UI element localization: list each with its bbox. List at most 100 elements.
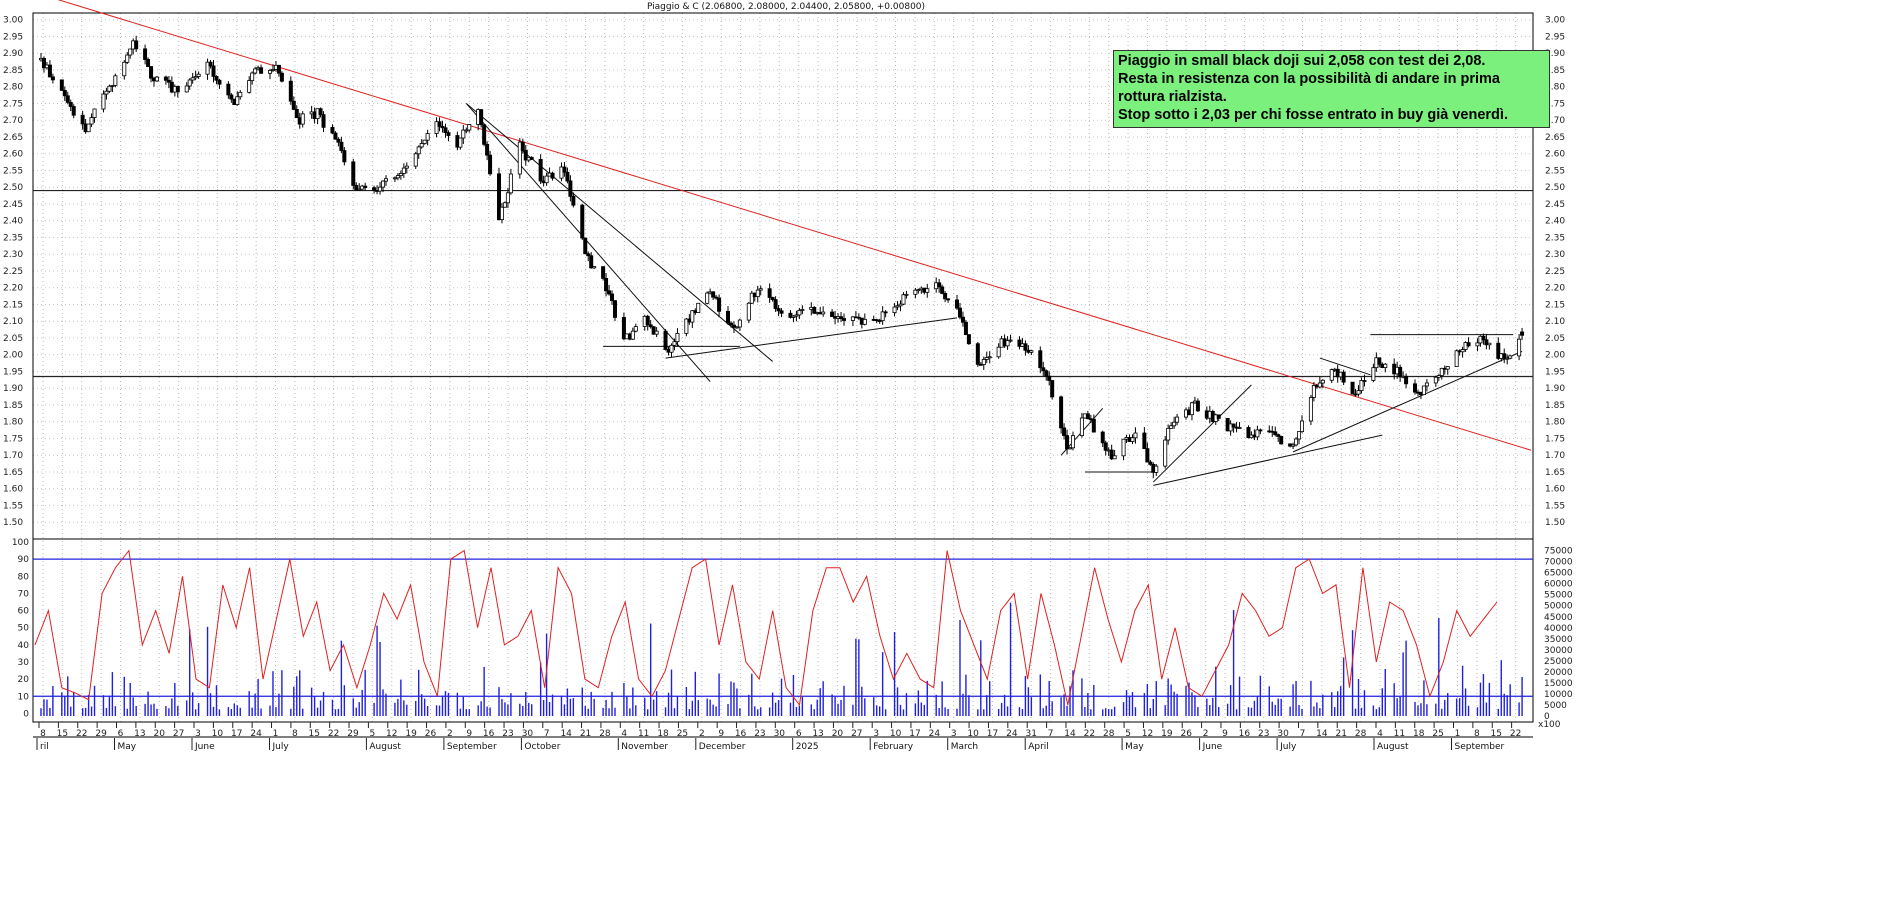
candle-body [523, 150, 528, 161]
y-tick-label-left: 1.70 [3, 451, 23, 461]
candle-body [1294, 438, 1299, 446]
candle-body [226, 83, 231, 96]
candle-body [1189, 402, 1194, 416]
candle-body [149, 66, 154, 79]
candle-body [1377, 357, 1382, 365]
candle-body [1154, 465, 1159, 473]
osc-tick-label: 10 [18, 692, 30, 702]
y-tick-label-right: 2.35 [1545, 233, 1565, 243]
candle-body [381, 180, 386, 188]
candle-body [1121, 438, 1126, 457]
candle-body [59, 79, 64, 91]
candle-body [294, 109, 299, 119]
candle-body [550, 172, 555, 179]
candle-body [1059, 396, 1064, 429]
candle-body [1145, 448, 1150, 463]
candle-body [830, 311, 835, 318]
month-label: June [194, 742, 215, 752]
candle-body [154, 76, 159, 82]
candle-body [190, 77, 195, 81]
x-tick-label: 22 [1084, 729, 1095, 739]
x-tick-label: 30 [522, 729, 534, 739]
plot-frame [32, 12, 1534, 723]
candle-body [957, 307, 962, 318]
candle-body [321, 114, 326, 128]
y-tick-label-right: 2.95 [1545, 32, 1565, 42]
candle-body [508, 173, 513, 194]
candle-body [1085, 413, 1090, 420]
month-label: September [1454, 742, 1504, 752]
month-label: July [1279, 742, 1297, 752]
volume-tick-label: 50000 [1544, 602, 1573, 612]
candle-body [1383, 363, 1388, 368]
candle-body [419, 143, 424, 148]
x-tick-label: 3 [951, 729, 957, 739]
candle-body [163, 76, 168, 81]
y-tick-label-left: 1.75 [3, 434, 23, 444]
y-tick-label-right: 2.05 [1545, 334, 1565, 344]
y-tick-label-left: 2.80 [3, 83, 23, 93]
y-tick-label-right: 1.75 [1545, 434, 1565, 444]
y-tick-label-left: 2.15 [3, 300, 23, 310]
candle-body [443, 127, 448, 133]
candle-body [1297, 431, 1302, 440]
candle-body [1520, 331, 1525, 336]
candle-body [589, 255, 594, 269]
volume-tick-label: 40000 [1544, 624, 1573, 634]
candle-body [1299, 420, 1304, 433]
note-line-2: Resta in resistenza con la possibilità d… [1118, 71, 1500, 87]
candle-body [505, 192, 510, 204]
month-label: 2025 [796, 742, 819, 752]
note-line-3: rottura rialzista. [1118, 89, 1227, 105]
candle-body [425, 133, 430, 141]
candle-body [1166, 427, 1171, 441]
candle-body [675, 332, 680, 343]
candle-body [981, 359, 986, 365]
candle-body [773, 299, 778, 309]
y-tick-label-right: 2.75 [1545, 99, 1565, 109]
osc-tick-label: 90 [18, 555, 30, 565]
x-tick-label: 27 [173, 729, 184, 739]
candle-body [1142, 432, 1147, 449]
candle-body [758, 288, 763, 291]
candle-body [1172, 421, 1177, 427]
candle-body [440, 125, 445, 129]
y-tick-label-right: 2.50 [1545, 183, 1565, 193]
candle-body [92, 108, 97, 118]
volume-tick-label: 10000 [1544, 690, 1573, 700]
y-tick-label-left: 2.45 [3, 200, 23, 210]
x-tick-label: 22 [76, 729, 87, 739]
candle-body [502, 202, 507, 208]
candle-body [458, 137, 463, 148]
x-tick-label: 30 [774, 729, 786, 739]
candle-body [538, 159, 543, 182]
x-tick-label: 22 [1510, 729, 1521, 739]
candle-body [728, 322, 733, 326]
x-tick-label: 14 [1064, 729, 1076, 739]
y-tick-label-left: 2.35 [3, 233, 23, 243]
x-tick-label: 30 [1277, 729, 1289, 739]
y-tick-label-left: 3.00 [3, 16, 23, 26]
x-tick-label: 23 [1258, 729, 1269, 739]
candle-body [1356, 390, 1361, 395]
trendline [1153, 434, 1383, 486]
x-tick-label: 7 [1048, 729, 1054, 739]
x-tick-label: 7 [1300, 729, 1306, 739]
candle-body [125, 54, 130, 63]
volume-tick-label: 55000 [1544, 591, 1573, 601]
candle-body [122, 61, 127, 77]
y-tick-label-right: 1.80 [1545, 418, 1565, 428]
volume-tick-label: 35000 [1544, 635, 1573, 645]
candle-body [714, 296, 719, 299]
candle-body [71, 106, 76, 116]
volume-tick-label: 60000 [1544, 580, 1573, 590]
candle-body [737, 319, 742, 328]
candle-body [663, 330, 668, 350]
candle-body [1038, 350, 1043, 369]
candle-body [1502, 353, 1507, 359]
x-tick-label: 17 [987, 729, 998, 739]
osc-tick-label: 20 [18, 675, 30, 685]
candle-body [1246, 427, 1251, 439]
candle-body [630, 330, 635, 340]
volume-tick-label: 5000 [1544, 701, 1567, 711]
